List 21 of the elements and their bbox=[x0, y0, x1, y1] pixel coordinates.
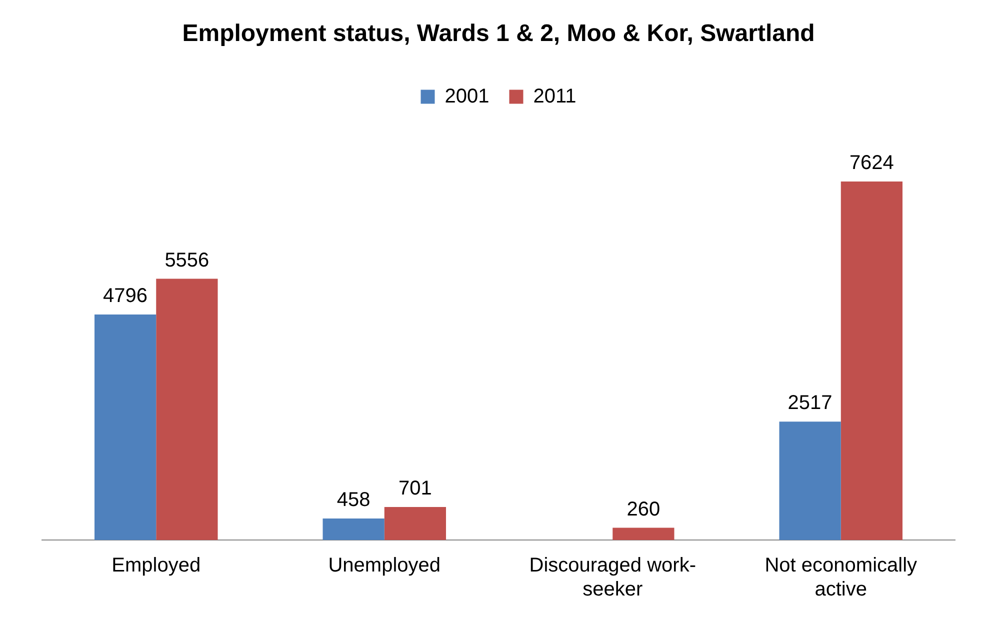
data-label: 5556 bbox=[164, 249, 210, 272]
bar bbox=[94, 314, 156, 540]
data-label: 4796 bbox=[103, 284, 148, 307]
bar bbox=[156, 278, 218, 540]
legend-label: 2001 bbox=[444, 85, 490, 108]
x-tick-label: Employed bbox=[112, 554, 201, 577]
data-label: 458 bbox=[336, 488, 370, 511]
chart-title: Employment status, Wards 1 & 2, Moo & Kor, Swartland bbox=[182, 20, 815, 48]
bar bbox=[779, 422, 841, 540]
legend-label: 2011 bbox=[533, 85, 576, 108]
x-tick-label: Unemployed bbox=[328, 554, 441, 577]
data-label: 2517 bbox=[788, 392, 832, 414]
bar bbox=[322, 518, 384, 540]
x-tick-label: Not economically active bbox=[764, 554, 918, 601]
data-label: 260 bbox=[626, 498, 660, 520]
x-tick-label: Discouraged work-seeker bbox=[529, 554, 696, 601]
data-label: 7624 bbox=[849, 152, 894, 174]
data-label: 701 bbox=[398, 478, 432, 500]
bar bbox=[840, 182, 903, 540]
bar bbox=[384, 507, 446, 540]
bar bbox=[612, 528, 674, 540]
